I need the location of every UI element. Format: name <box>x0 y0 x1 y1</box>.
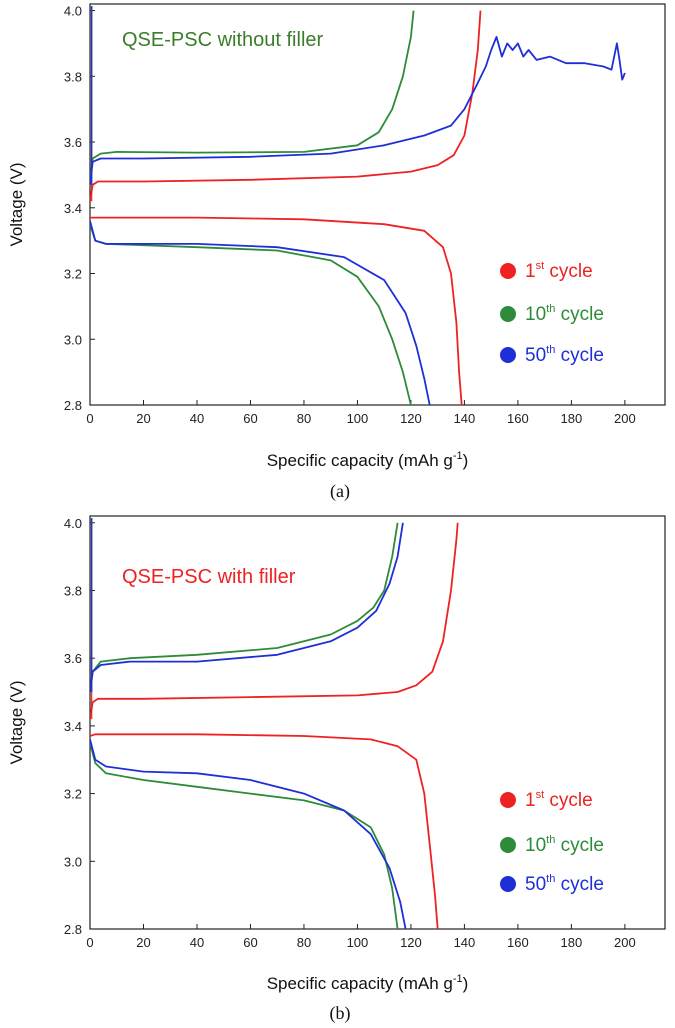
x-axis-title-sup: -1 <box>453 973 463 985</box>
legend-label: 10th cycle <box>525 834 604 856</box>
y-tick-label: 3.6 <box>64 651 82 666</box>
x-axis-title-end: ) <box>463 974 469 993</box>
x-tick-label: 0 <box>86 411 93 426</box>
series-3-charge-line <box>90 36 626 185</box>
legend-marker <box>500 837 516 853</box>
legend-label: 1st cycle <box>525 260 593 282</box>
legend-marker <box>500 876 516 892</box>
x-tick-label: 80 <box>297 935 311 950</box>
legend-label-sup: th <box>546 303 555 315</box>
y-axis-title: Voltage (V) <box>7 162 26 246</box>
x-tick-label: 60 <box>243 935 257 950</box>
x-tick-label: 200 <box>614 935 636 950</box>
legend-label-end: cycle <box>555 304 604 325</box>
legend-marker <box>500 306 516 322</box>
legend-label-end: cycle <box>555 874 604 895</box>
legend-label-main: 50 <box>525 874 546 895</box>
x-tick-label: 180 <box>561 935 583 950</box>
y-tick-label: 3.2 <box>64 267 82 282</box>
y-tick-label: 3.4 <box>64 201 82 216</box>
x-axis-title: Specific capacity (mAh g-1) <box>267 973 469 993</box>
y-tick-label: 3.4 <box>64 719 82 734</box>
series-2-charge-line <box>90 522 399 693</box>
x-tick-label: 200 <box>614 411 636 426</box>
x-tick-label: 80 <box>297 411 311 426</box>
x-tick-label: 40 <box>190 411 204 426</box>
y-tick-label: 3.8 <box>64 69 82 84</box>
series-2-discharge-line <box>90 223 412 405</box>
legend-label-end: cycle <box>544 261 593 282</box>
x-tick-label: 0 <box>86 935 93 950</box>
y-tick-label: 4.0 <box>64 4 82 19</box>
chart-panel-2: 0 20 40 60 80 100 120 140 160 180 200 2.8 3.0 3.2 3.4 3… <box>7 515 666 1024</box>
legend-label-main: 50 <box>525 345 546 366</box>
series-2-charge-line <box>90 10 415 182</box>
y-tick-label: 3.8 <box>64 583 82 598</box>
y-tick-label: 2.8 <box>64 398 82 413</box>
y-tick-label: 3.2 <box>64 787 82 802</box>
legend-label-main: 10 <box>525 835 546 856</box>
legend-label-end: cycle <box>544 790 593 811</box>
plot-frame <box>89 515 666 930</box>
panel-title: QSE-PSC with filler <box>122 566 296 588</box>
series-1-charge-line <box>90 522 459 720</box>
series-1-discharge-line <box>90 216 463 405</box>
panel-title: QSE-PSC without filler <box>122 29 324 51</box>
x-tick-label: 160 <box>507 411 529 426</box>
x-axis-title-main: Specific capacity (mAh g <box>267 974 453 993</box>
x-tick-label: 20 <box>136 411 150 426</box>
legend-marker <box>500 792 516 808</box>
x-tick-label: 100 <box>347 411 369 426</box>
series-3-charge-line <box>90 522 404 693</box>
y-tick-label: 3.0 <box>64 854 82 869</box>
legend-label-sup: th <box>546 834 555 846</box>
x-tick-label: 160 <box>507 935 529 950</box>
y-tick-label: 3.0 <box>64 332 82 347</box>
x-axis-title-main: Specific capacity (mAh g <box>267 451 453 470</box>
legend-label-sup: st <box>536 260 545 272</box>
x-tick-label: 180 <box>561 411 583 426</box>
legend-label: 10th cycle <box>525 303 604 325</box>
series-3-discharge-line <box>90 220 431 405</box>
legend-label-sup: th <box>546 873 555 885</box>
legend-label: 50th cycle <box>525 344 604 366</box>
series-1-discharge-line <box>90 733 439 929</box>
series-group <box>90 6 626 405</box>
series-group <box>90 518 459 929</box>
legend-label-main: 1 <box>525 790 536 811</box>
x-tick-label: 140 <box>454 411 476 426</box>
chart-panel-1: 0 20 40 60 80 100 120 140 160 180 200 2.8 3.0 3.2 3.4 3… <box>7 3 666 502</box>
plot-frame <box>89 3 666 406</box>
legend-label-end: cycle <box>555 835 604 856</box>
legend-label-main: 10 <box>525 304 546 325</box>
x-tick-label: 20 <box>136 935 150 950</box>
series-3-discharge-line <box>90 739 407 929</box>
x-axis-title-end: ) <box>463 451 469 470</box>
x-tick-label: 120 <box>400 411 422 426</box>
panel-caption: (b) <box>330 1003 351 1024</box>
x-tick-label: 120 <box>400 935 422 950</box>
x-axis-title: Specific capacity (mAh g-1) <box>267 450 469 470</box>
x-tick-label: 140 <box>454 935 476 950</box>
legend-marker <box>500 347 516 363</box>
panel-caption: (a) <box>330 481 350 502</box>
legend-label: 50th cycle <box>525 873 604 895</box>
legend-label-sup: th <box>546 344 555 356</box>
legend-marker <box>500 263 516 279</box>
legend-label-sup: st <box>536 789 545 801</box>
y-tick-label: 2.8 <box>64 922 82 937</box>
x-axis-title-sup: -1 <box>453 450 463 462</box>
x-tick-label: 40 <box>190 935 204 950</box>
x-tick-label: 60 <box>243 411 257 426</box>
y-tick-label: 4.0 <box>64 516 82 531</box>
x-tick-label: 100 <box>347 935 369 950</box>
legend-label-end: cycle <box>555 345 604 366</box>
legend-label-main: 1 <box>525 261 536 282</box>
legend-label: 1st cycle <box>525 789 593 811</box>
y-tick-label: 3.6 <box>64 135 82 150</box>
y-axis-title: Voltage (V) <box>7 680 26 764</box>
